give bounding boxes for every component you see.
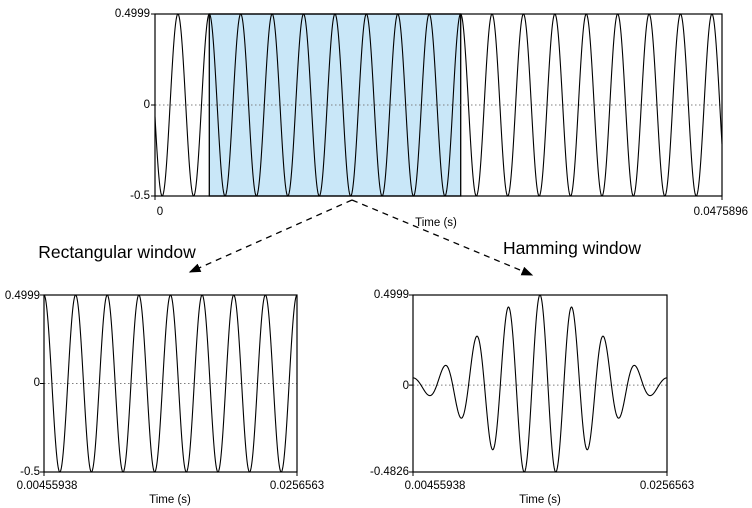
full-signal-chart: 0.4999 0 -0.5 0 0.0475896 Time (s) — [115, 8, 748, 229]
waveform-path — [43, 294, 298, 473]
plot-area — [409, 294, 668, 476]
y-tick-label-zero: 0 — [144, 99, 150, 111]
plot-border — [412, 294, 668, 473]
x-axis-title: Time (s) — [415, 217, 457, 229]
plot-area — [151, 13, 723, 200]
y-tick-label-min: -0.5 — [130, 190, 150, 202]
rectangular-window-chart: 0.4999 0 -0.5 0.00455938 0.0256563 Time … — [5, 290, 324, 506]
rectangular-window-label: Rectangular window — [38, 242, 196, 262]
plot-border — [43, 294, 298, 473]
waveform-path — [154, 13, 723, 197]
waveform-path — [412, 294, 668, 473]
x-axis-title: Time (s) — [519, 494, 561, 506]
y-tick-label-min: -0.5 — [20, 466, 40, 478]
y-tick-label-max: 0.4999 — [5, 290, 40, 302]
y-tick-label-min: -0.4826 — [370, 466, 409, 478]
x-tick-label-min: 0.00455938 — [17, 480, 78, 492]
x-tick-label-min: 0 — [157, 206, 163, 218]
x-tick-label-max: 0.0256563 — [270, 480, 324, 492]
plot-area — [40, 294, 298, 476]
x-tick-label-max: 0.0256563 — [640, 480, 694, 492]
y-tick-label-max: 0.4999 — [374, 289, 409, 301]
x-tick-label-min: 0.00455938 — [405, 480, 466, 492]
y-tick-label-zero: 0 — [34, 377, 40, 389]
y-tick-label-zero: 0 — [403, 380, 409, 392]
x-axis-title: Time (s) — [149, 494, 191, 506]
x-tick-label-max: 0.0475896 — [694, 206, 748, 218]
y-tick-label-max: 0.4999 — [115, 8, 150, 20]
hamming-window-chart: 0.4999 0 -0.4826 0.00455938 0.0256563 Ti… — [370, 289, 694, 506]
hamming-window-label: Hamming window — [502, 238, 642, 258]
